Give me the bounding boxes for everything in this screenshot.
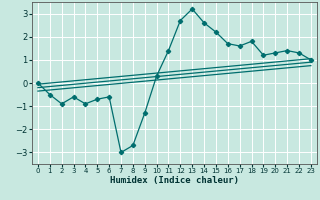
X-axis label: Humidex (Indice chaleur): Humidex (Indice chaleur) [110,176,239,185]
